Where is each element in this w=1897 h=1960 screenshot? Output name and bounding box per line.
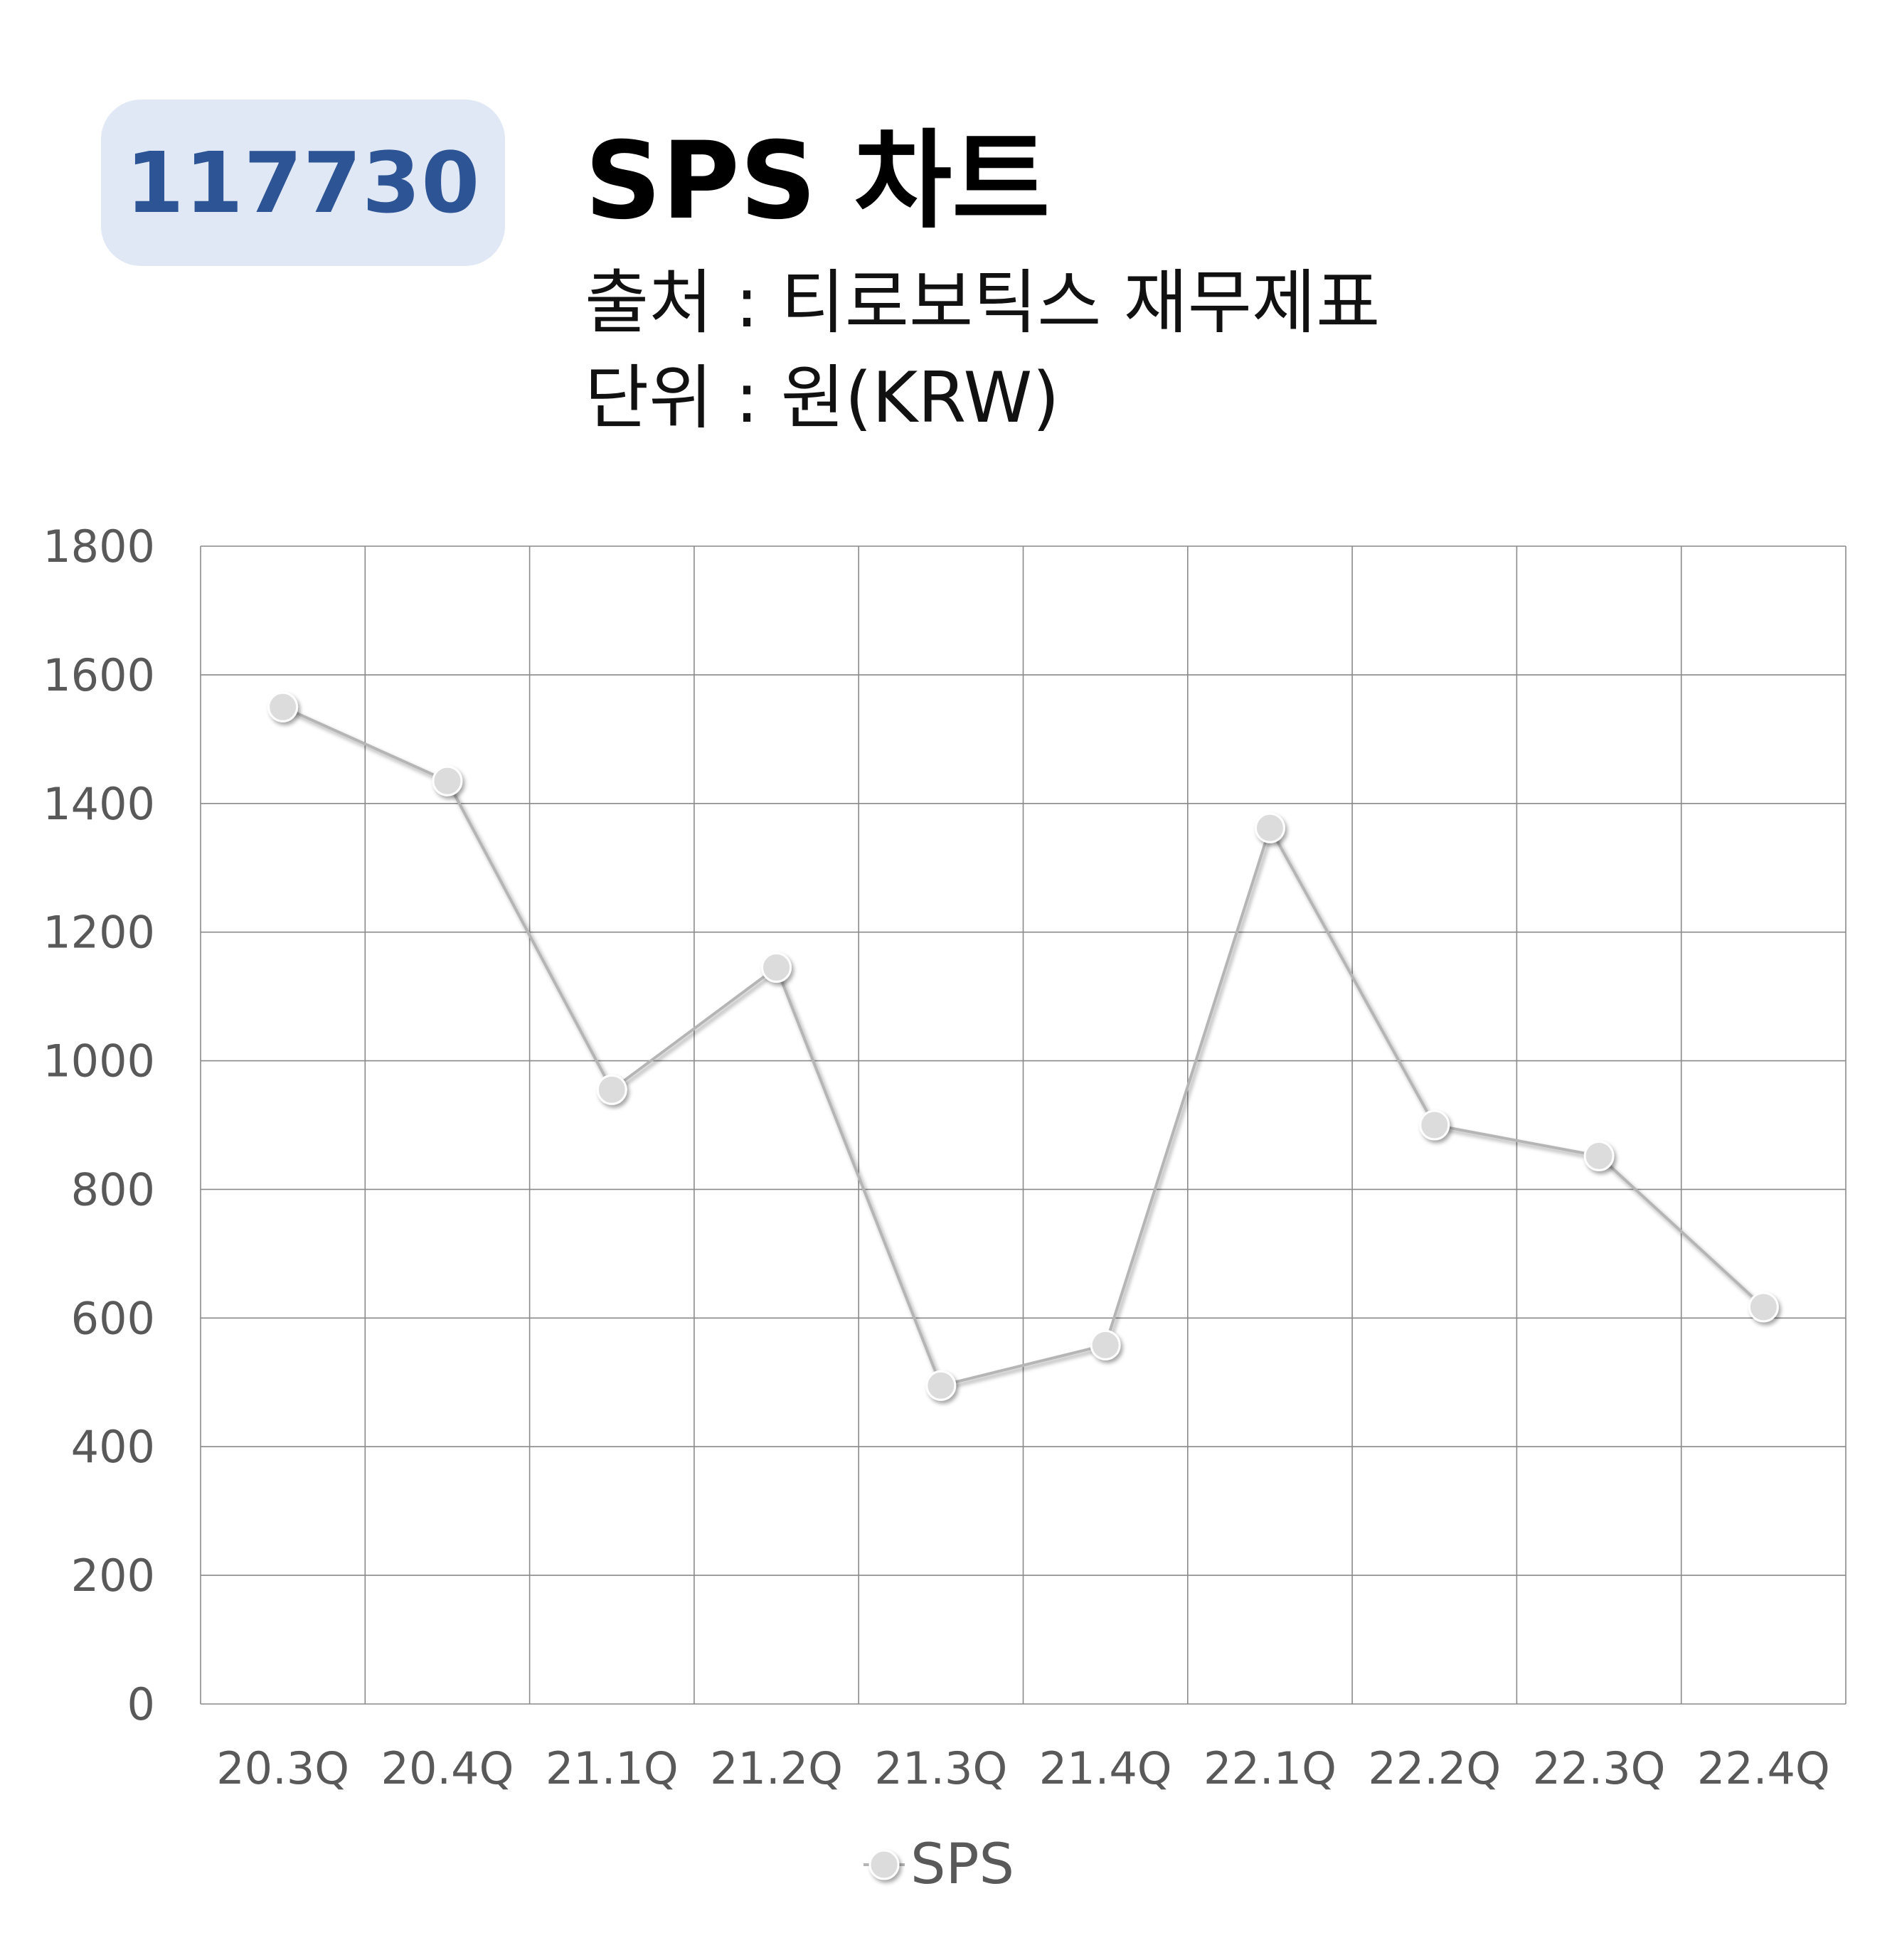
y-tick-label: 1600	[43, 649, 155, 701]
x-tick-label: 21.3Q	[874, 1742, 1007, 1794]
data-point	[1583, 1140, 1615, 1171]
unit-label: 단위 : 원(KRW)	[585, 358, 1060, 439]
y-tick-label: 600	[71, 1292, 155, 1344]
chart-title: SPS 차트	[585, 119, 1051, 243]
data-point	[596, 1074, 627, 1105]
x-axis-ticks: 20.3Q 20.4Q 21.1Q 21.2Q 21.3Q 21.4Q 22.1Q 22.2Q…	[216, 1742, 1830, 1794]
chart-grid	[200, 545, 1846, 1705]
x-tick-label: 22.4Q	[1697, 1742, 1830, 1794]
data-point	[1090, 1329, 1121, 1360]
data-point	[432, 765, 463, 797]
x-tick-label: 22.3Q	[1533, 1742, 1666, 1794]
data-point	[925, 1370, 957, 1401]
y-axis-ticks: 0 200 400 600 800 1000 1200 1400 1600 1800	[43, 521, 155, 1730]
data-point	[267, 691, 299, 723]
data-point	[1419, 1109, 1450, 1141]
legend: SPS	[864, 1833, 1014, 1897]
series-line	[282, 705, 1765, 1388]
y-tick-label: 200	[71, 1550, 155, 1602]
y-tick-label: 400	[71, 1421, 155, 1473]
legend-marker	[868, 1849, 900, 1880]
x-tick-label: 22.1Q	[1203, 1742, 1337, 1794]
y-tick-label: 0	[127, 1678, 155, 1730]
data-point	[1254, 812, 1285, 843]
source-label: 출처 : 티로보틱스 재무제표	[585, 262, 1381, 343]
legend-label: SPS	[910, 1833, 1014, 1897]
y-tick-label: 1400	[43, 778, 155, 830]
x-tick-label: 22.2Q	[1368, 1742, 1501, 1794]
data-point	[1748, 1291, 1779, 1323]
data-point	[761, 952, 792, 983]
series-sps	[267, 691, 1779, 1401]
y-tick-label: 800	[71, 1163, 155, 1215]
x-tick-label: 21.1Q	[546, 1742, 679, 1794]
y-tick-label: 1200	[43, 907, 155, 959]
x-tick-label: 21.2Q	[710, 1742, 843, 1794]
x-tick-label: 21.4Q	[1039, 1742, 1172, 1794]
y-tick-label: 1000	[43, 1035, 155, 1087]
stock-code-badge: 117730	[101, 100, 505, 266]
stock-code: 117730	[125, 134, 481, 232]
y-tick-label: 1800	[43, 521, 155, 572]
x-tick-label: 20.3Q	[216, 1742, 349, 1794]
x-tick-label: 20.4Q	[381, 1742, 514, 1794]
